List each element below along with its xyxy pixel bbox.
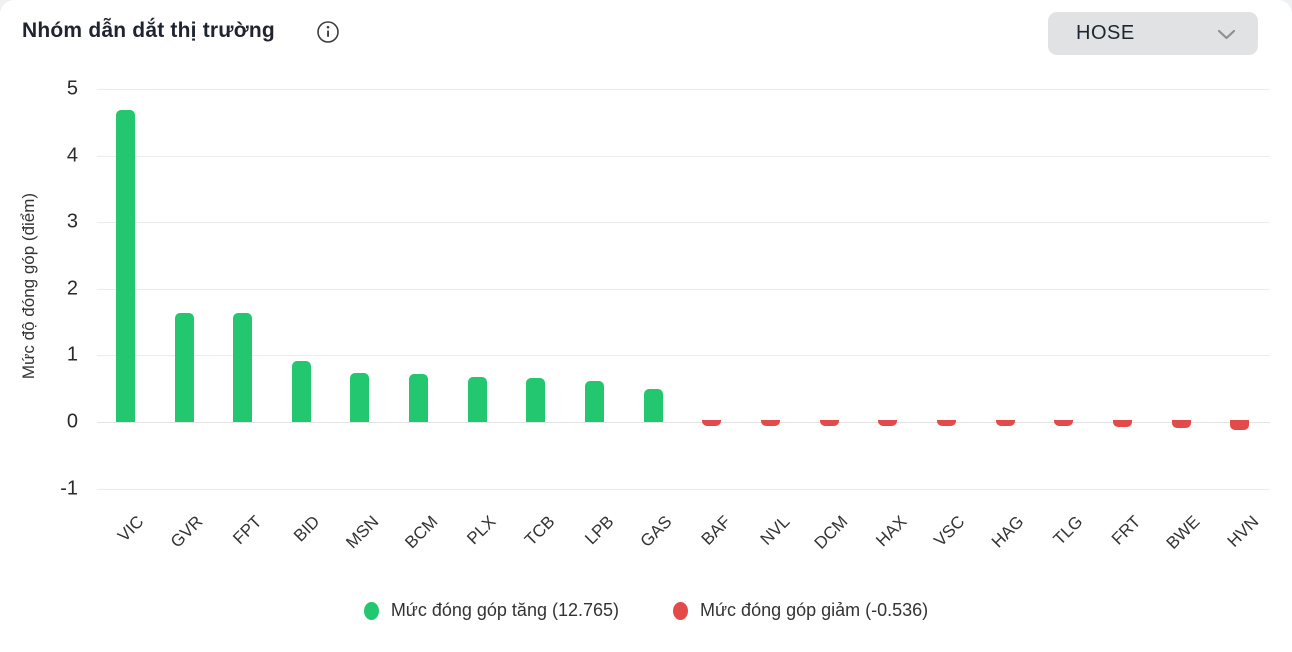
bar-dcm[interactable] [819,420,839,426]
gridline [97,155,1270,157]
x-label-tlg: TLG [1049,512,1087,549]
x-label-fpt: FPT [228,512,266,549]
zero-gridline [97,422,1270,423]
card-header: Nhóm dẫn dắt thị trường HOSE [0,0,1292,64]
x-label-bwe: BWE [1162,512,1204,553]
exchange-dropdown[interactable]: HOSE [1048,12,1258,55]
y-tick-label: 2 [66,277,78,300]
legend-item-negative[interactable]: Mức đóng góp giảm (-0.536) [673,600,928,621]
bar-tlg[interactable] [1054,420,1074,426]
x-label-bcm: BCM [400,512,442,553]
gridline [97,288,1270,290]
legend-item-positive[interactable]: Mức đóng góp tăng (12.765) [363,600,620,621]
gridline [97,222,1270,224]
bar-gvr[interactable] [174,313,194,422]
x-label-gvr: GVR [166,512,207,552]
x-label-nvl: NVL [756,512,793,549]
gridline [97,488,1270,490]
bar-nvl[interactable] [761,420,781,426]
bar-fpt[interactable] [233,313,253,422]
bar-hvn[interactable] [1230,420,1250,431]
y-tick-label: 5 [66,77,78,100]
x-label-dcm: DCM [810,512,852,553]
x-label-vsc: VSC [930,512,969,551]
bar-vsc[interactable] [936,420,956,426]
legend-label-negative: Mức đóng góp giảm (-0.536) [700,600,929,620]
y-tick-label: 1 [66,343,78,366]
bar-hag[interactable] [995,420,1015,426]
x-label-lpb: LPB [580,512,618,549]
x-label-vic: VIC [114,512,148,546]
x-label-gas: GAS [636,512,676,551]
y-tick-label: 0 [66,410,78,433]
bar-lpb[interactable] [585,380,605,422]
exchange-dropdown-value: HOSE [1076,22,1135,44]
info-icon[interactable] [316,20,340,44]
gridline [97,89,1270,90]
bar-msn[interactable] [350,373,370,422]
bar-frt[interactable] [1112,420,1132,427]
bar-tcb[interactable] [526,377,546,422]
x-label-hag: HAG [988,512,1028,552]
bar-bcm[interactable] [409,374,429,422]
x-label-frt: FRT [1108,512,1145,549]
chevron-down-icon [1217,28,1236,46]
x-label-msn: MSN [342,512,383,553]
bar-vic[interactable] [115,110,135,422]
y-tick-label: 4 [66,144,78,167]
x-label-plx: PLX [463,512,500,549]
legend-dot-red [673,601,689,620]
x-label-bid: BID [290,512,324,546]
y-tick-label: -1 [60,477,78,500]
legend-dot-green [363,601,379,620]
legend-label-positive: Mức đóng góp tăng (12.765) [390,600,620,620]
chart-legend: Mức đóng góp tăng (12.765) Mức đóng góp … [0,600,1292,621]
bar-gas[interactable] [643,388,663,422]
x-label-baf: BAF [697,512,735,549]
bar-plx[interactable] [467,377,487,422]
x-label-hvn: HVN [1223,512,1263,551]
bar-hax[interactable] [878,420,898,426]
bar-baf[interactable] [702,420,722,426]
x-label-hax: HAX [872,512,911,551]
x-label-tcb: TCB [520,512,559,550]
gridline [97,355,1270,357]
bar-bwe[interactable] [1171,420,1191,428]
y-tick-label: 3 [66,210,78,233]
bar-bid[interactable] [291,360,311,422]
chart-title: Nhóm dẫn dắt thị trường [22,19,275,42]
